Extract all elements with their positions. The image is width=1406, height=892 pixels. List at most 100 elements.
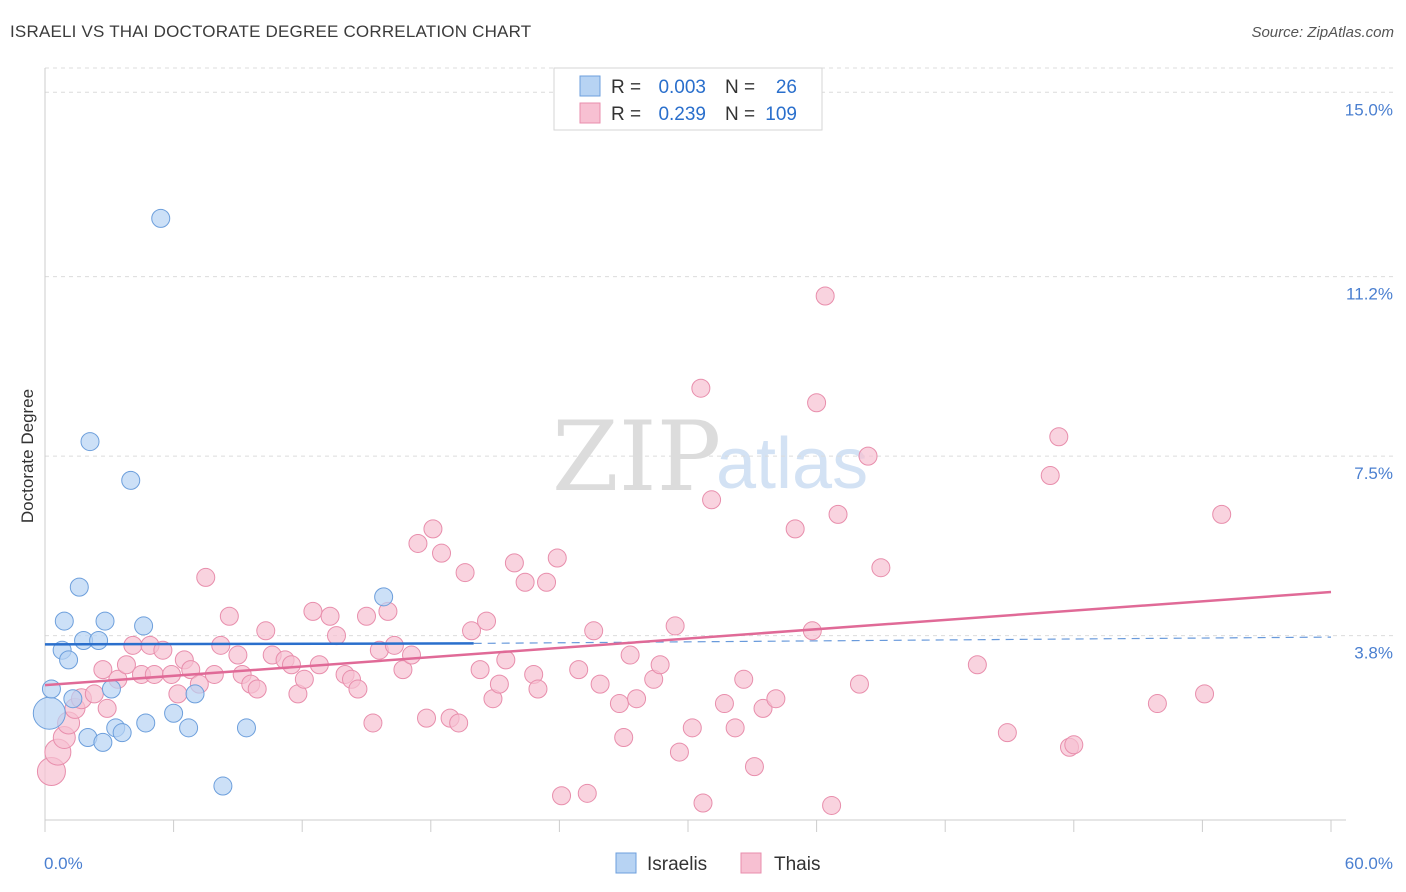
israelis-point	[136, 713, 156, 733]
thais-point	[669, 742, 689, 762]
thais-point	[1147, 694, 1167, 714]
thais-point	[97, 698, 117, 718]
x-axis-ticks	[44, 820, 1332, 832]
thais-point	[281, 655, 301, 675]
thais-point	[515, 572, 535, 592]
thais-point	[537, 572, 557, 592]
legend-label-thais: Thais	[774, 854, 820, 875]
thais-point	[828, 504, 848, 524]
thais-point	[432, 543, 452, 563]
watermark-atlas: atlas	[716, 424, 868, 504]
thais-point	[247, 679, 267, 699]
thais-point	[967, 655, 987, 675]
thais-point	[858, 446, 878, 466]
thais-point	[620, 645, 640, 665]
thais-point	[116, 655, 136, 675]
stats-n-value-thais: 109	[765, 104, 797, 125]
israelis-point	[179, 718, 199, 738]
thais-point	[815, 286, 835, 306]
thais-point	[228, 645, 248, 665]
thais-point	[997, 723, 1017, 743]
thais-point	[849, 674, 869, 694]
thais-point	[528, 679, 548, 699]
thais-point	[196, 567, 216, 587]
israelis-point	[59, 650, 79, 670]
israelis-point	[32, 696, 66, 730]
thais-point	[93, 660, 113, 680]
legend-swatch-israelis	[615, 852, 637, 874]
thais-point	[547, 548, 567, 568]
chart-title: ISRAELI VS THAI DOCTORATE DEGREE CORRELA…	[10, 22, 532, 41]
thais-point	[766, 689, 786, 709]
thais-point	[627, 689, 647, 709]
thais-point	[1195, 684, 1215, 704]
thais-point	[1049, 427, 1069, 447]
thais-point	[693, 793, 713, 813]
thais-point	[577, 783, 597, 803]
watermark: ZIP atlas	[552, 401, 868, 513]
thais-point	[822, 795, 842, 815]
thais-point	[303, 601, 323, 621]
israelis-point	[101, 679, 121, 699]
thais-point	[326, 626, 346, 646]
chart-source: Source: ZipAtlas.com	[1251, 24, 1394, 41]
thais-point	[477, 611, 497, 631]
stats-n-label-thais: N =	[725, 104, 755, 125]
thais-point	[455, 563, 475, 583]
thais-point	[168, 684, 188, 704]
thais-point	[569, 660, 589, 680]
israelis-point	[89, 630, 109, 650]
israelis-point	[185, 684, 205, 704]
thais-point	[393, 660, 413, 680]
stats-swatch-thais	[579, 102, 601, 124]
thais-point	[665, 616, 685, 636]
stats-r-value-thais: 0.239	[658, 104, 706, 125]
israelis-point	[80, 432, 100, 452]
thais-point	[402, 645, 422, 665]
thais-point	[144, 664, 164, 684]
trend-lines	[44, 590, 1332, 687]
legend-label-israelis: Israelis	[647, 854, 707, 875]
thais-point	[348, 679, 368, 699]
israelis-trend-line	[44, 642, 474, 646]
israelis-point	[374, 587, 394, 607]
stats-r-label-thais: R =	[611, 104, 641, 125]
thais-point	[807, 393, 827, 413]
thais-point	[320, 606, 340, 626]
stats-n-value-israelis: 26	[776, 77, 797, 98]
israelis-point	[63, 689, 83, 709]
thais-point	[219, 606, 239, 626]
legend-swatch-thais	[740, 852, 762, 874]
thais-point	[609, 694, 629, 714]
thais-point	[650, 655, 670, 675]
data-points	[32, 208, 1232, 815]
israelis-point	[69, 577, 89, 597]
israelis-point	[112, 723, 132, 743]
thais-point	[504, 553, 524, 573]
y-tick-label: 7.5%	[1354, 464, 1393, 483]
israelis-point	[134, 616, 154, 636]
legend: Israelis Thais	[615, 852, 820, 875]
thais-point	[753, 698, 773, 718]
y-axis-title: Doctorate Degree	[18, 389, 37, 523]
thais-point	[552, 786, 572, 806]
y-tick-label: 15.0%	[1345, 100, 1393, 119]
thais-point	[1212, 504, 1232, 524]
israelis-point	[121, 470, 141, 490]
thais-point	[84, 684, 104, 704]
thais-point	[785, 519, 805, 539]
thais-point	[584, 621, 604, 641]
y-tick-label: 11.2%	[1346, 285, 1393, 304]
thais-point	[496, 650, 516, 670]
thais-point	[725, 718, 745, 738]
thais-point	[423, 519, 443, 539]
thais-point	[153, 640, 173, 660]
stats-r-label-israelis: R =	[611, 77, 641, 98]
thais-point	[408, 533, 428, 553]
thais-point	[384, 635, 404, 655]
stats-box: R = 0.003 N = 26 R = 0.239 N = 109	[553, 67, 823, 131]
x-tick-label-min: 0.0%	[44, 854, 83, 873]
israelis-point	[236, 718, 256, 738]
thais-point	[363, 713, 383, 733]
